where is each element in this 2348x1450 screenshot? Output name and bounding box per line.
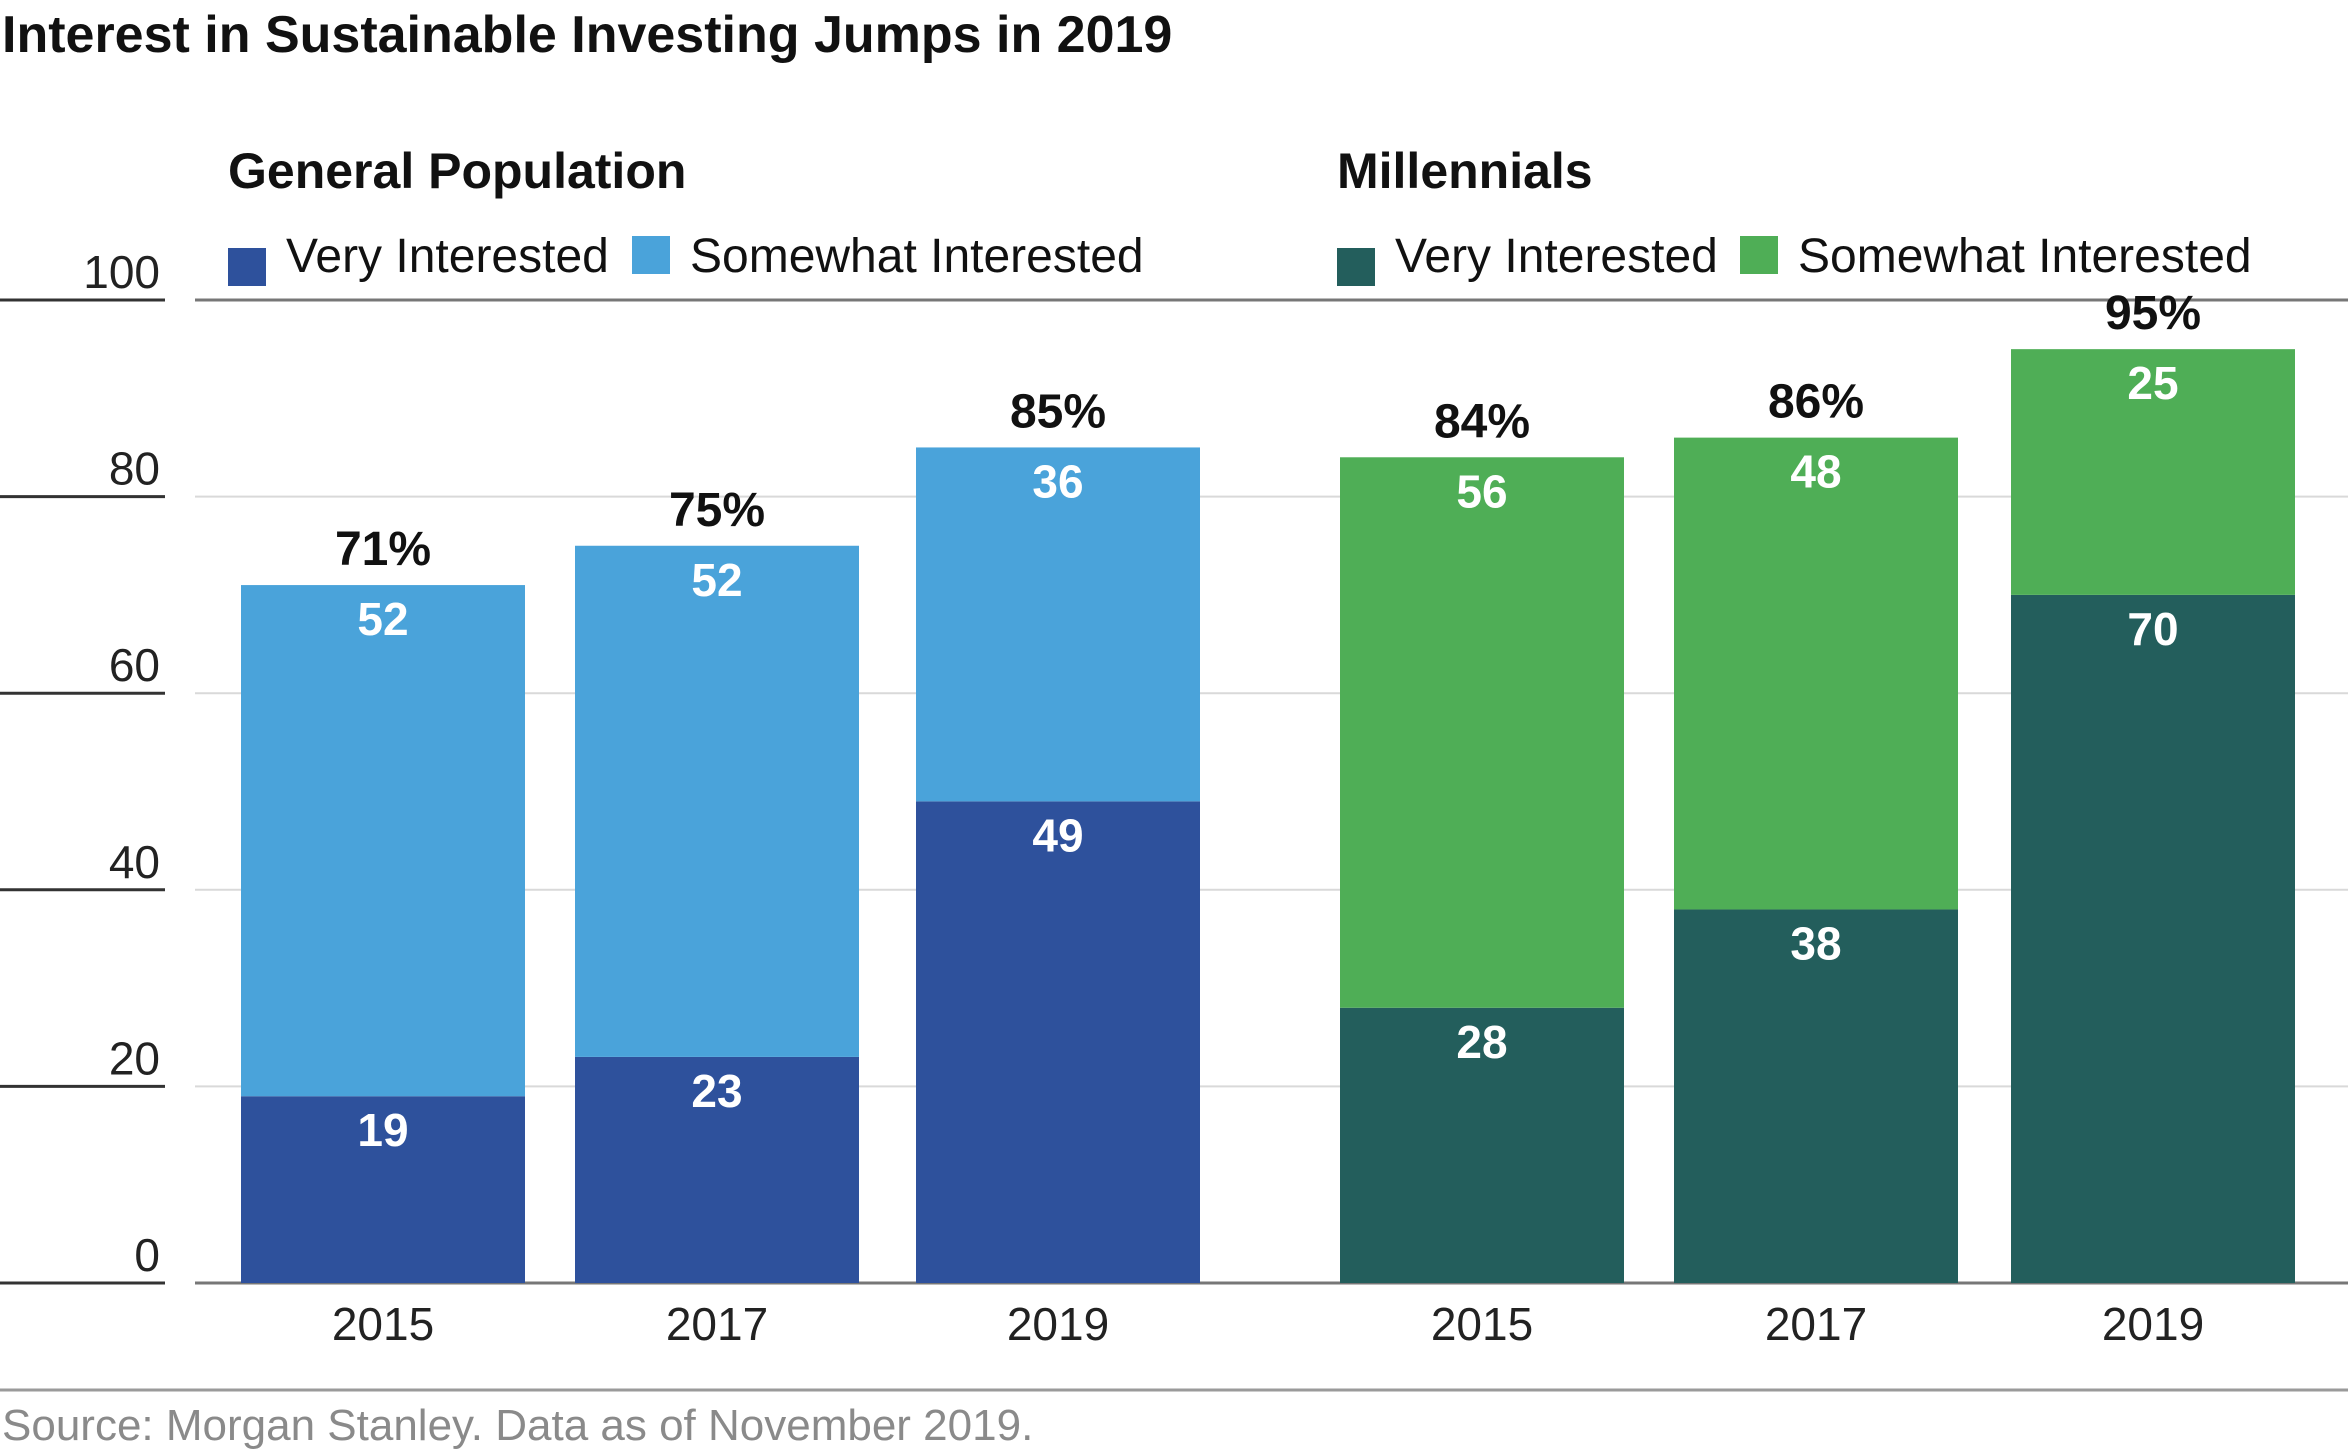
x-tick-label: 2019 xyxy=(1007,1298,1109,1350)
data-label: 36 xyxy=(1032,455,1083,507)
x-tick-label: 2015 xyxy=(332,1298,434,1350)
y-axis: 0 20 40 60 80 100 xyxy=(0,246,165,1285)
data-label: 19 xyxy=(357,1104,408,1156)
stacked-bar: 28 56 84% 2015 xyxy=(1340,395,1624,1350)
total-label: 86% xyxy=(1768,376,1864,429)
stacked-bar: 23 52 75% 2017 xyxy=(575,484,859,1350)
stacked-bar: 19 52 71% 2015 xyxy=(241,523,525,1350)
legend-item: Somewhat Interested xyxy=(632,230,1144,283)
legend-label: Somewhat Interested xyxy=(690,230,1144,283)
y-tick-label: 20 xyxy=(109,1032,160,1084)
bar-segment xyxy=(241,1096,525,1283)
legend-label: Very Interested xyxy=(1395,230,1718,283)
y-tick-label: 0 xyxy=(134,1229,160,1281)
bar-segment xyxy=(1340,1007,1624,1283)
bar-group: Millennials Very Interested Somewhat Inter… xyxy=(1337,143,2295,1350)
y-tick-label: 80 xyxy=(109,443,160,495)
x-tick-label: 2015 xyxy=(1431,1298,1533,1350)
bar-group: General Population Very Interested Somewha… xyxy=(228,143,1200,1350)
chart-title: Interest in Sustainable Investing Jumps … xyxy=(2,6,1172,64)
legend-item: Somewhat Interested xyxy=(1740,230,2252,283)
legend-item: Very Interested xyxy=(1337,230,1718,286)
group-title: General Population xyxy=(228,143,686,199)
x-tick-label: 2017 xyxy=(1765,1298,1867,1350)
data-label: 56 xyxy=(1456,465,1507,517)
x-tick-label: 2019 xyxy=(2102,1298,2204,1350)
y-tick-label: 60 xyxy=(109,639,160,691)
bar-groups: General Population Very Interested Somewha… xyxy=(228,143,2295,1350)
bar-segment xyxy=(1674,437,1958,910)
x-tick-label: 2017 xyxy=(666,1298,768,1350)
total-label: 84% xyxy=(1434,395,1530,448)
data-label: 28 xyxy=(1456,1016,1507,1068)
stacked-bar: 38 48 86% 2017 xyxy=(1674,376,1958,1350)
data-label: 52 xyxy=(357,593,408,645)
legend-label: Somewhat Interested xyxy=(1798,230,2252,283)
bar-segment xyxy=(2011,349,2295,595)
legend-label: Very Interested xyxy=(286,230,609,283)
data-label: 25 xyxy=(2127,357,2178,409)
bar-segment xyxy=(2011,594,2295,1283)
data-label: 48 xyxy=(1790,446,1841,498)
y-tick-label: 100 xyxy=(83,246,160,298)
group-title: Millennials xyxy=(1337,143,1593,199)
total-label: 71% xyxy=(335,523,431,576)
legend-swatch xyxy=(1337,248,1375,286)
data-label: 52 xyxy=(691,554,742,606)
data-label: 38 xyxy=(1790,917,1841,969)
legend-item: Very Interested xyxy=(228,230,609,286)
bar-segment xyxy=(241,585,525,1097)
stacked-bar: 49 36 85% 2019 xyxy=(916,385,1200,1350)
y-tick-label: 40 xyxy=(109,836,160,888)
total-label: 75% xyxy=(669,484,765,537)
data-label: 23 xyxy=(691,1065,742,1117)
total-label: 85% xyxy=(1010,385,1106,438)
gridlines xyxy=(195,298,2348,1285)
bar-segment xyxy=(916,447,1200,802)
data-label: 49 xyxy=(1032,809,1083,861)
source-note: Source: Morgan Stanley. Data as of Novem… xyxy=(2,1401,1033,1450)
legend-swatch xyxy=(1740,236,1778,274)
bar-segment xyxy=(1674,909,1958,1283)
bar-segment xyxy=(575,545,859,1057)
bar-segment xyxy=(1340,457,1624,1008)
legend-swatch xyxy=(632,236,670,274)
data-label: 70 xyxy=(2127,603,2178,655)
stacked-bar: 70 25 95% 2019 xyxy=(2011,287,2295,1350)
bar-segment xyxy=(575,1056,859,1283)
bar-segment xyxy=(916,801,1200,1283)
legend-swatch xyxy=(228,248,266,286)
total-label: 95% xyxy=(2105,287,2201,340)
